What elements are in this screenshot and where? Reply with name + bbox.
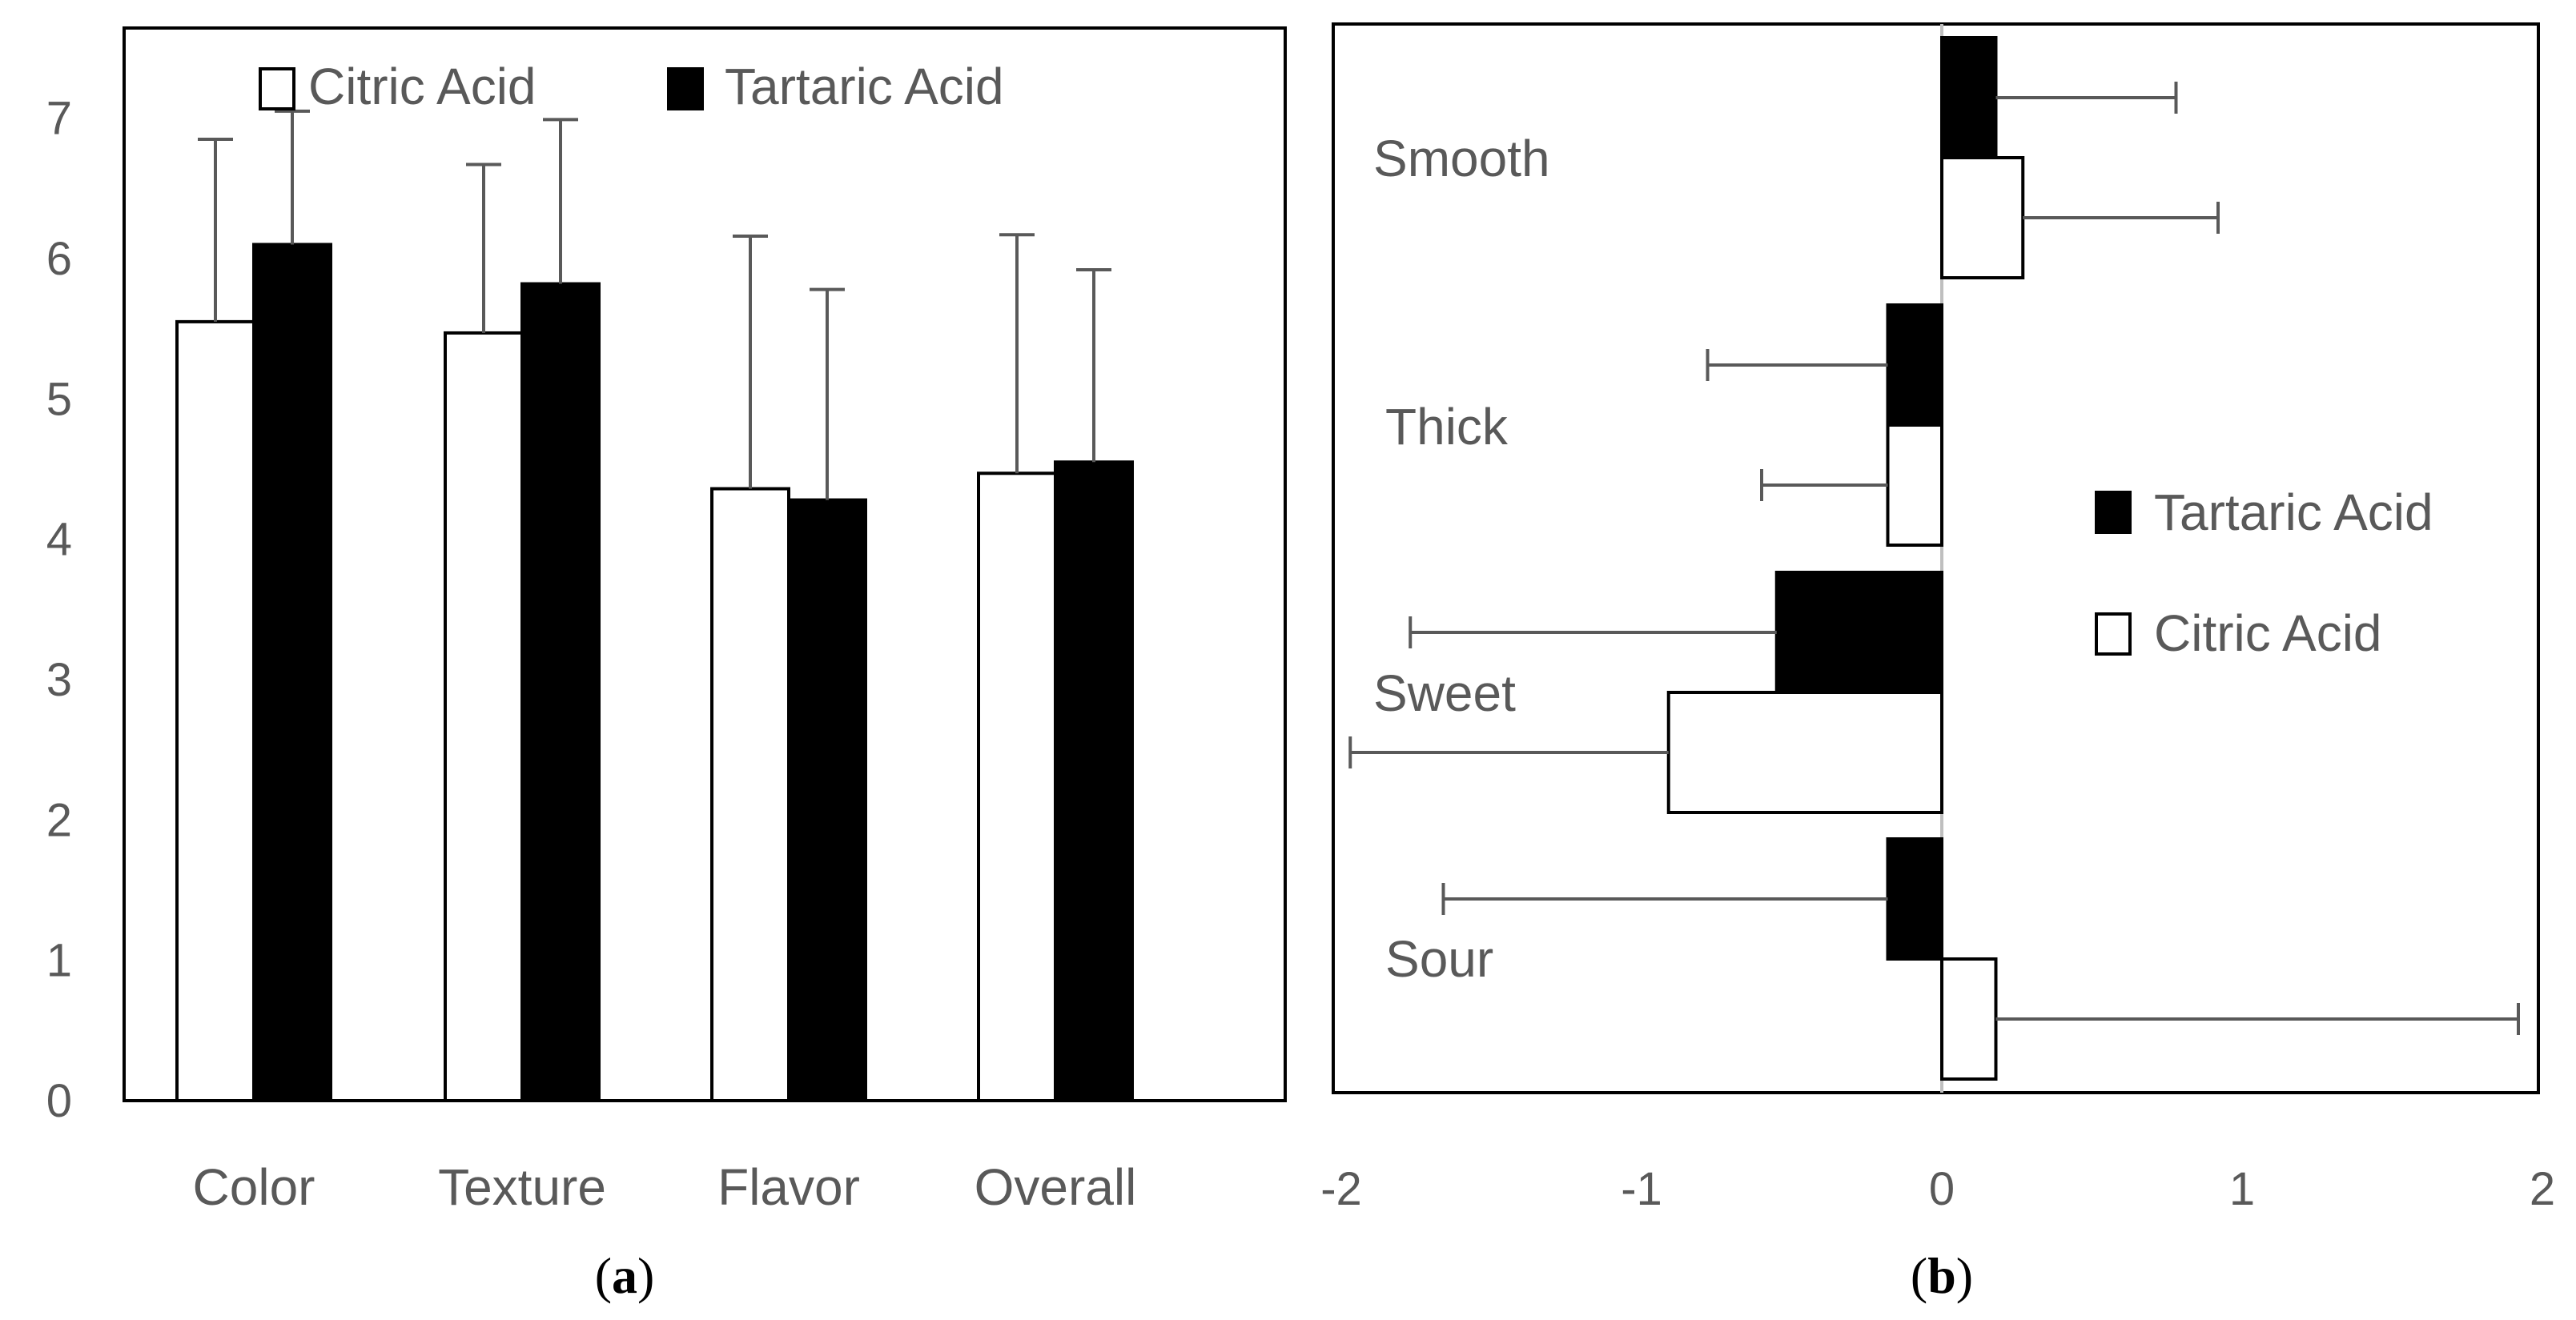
legend-swatch-citric-acid bbox=[259, 67, 295, 110]
legend-swatch-tartaric-acid-b bbox=[2095, 491, 2132, 534]
panel-b-bar-chart: -2 -1 0 1 2 Smooth Thick Sweet Sour Tartaric Ac… bbox=[1320, 22, 2555, 1304]
y-tick-label: 1 bbox=[46, 935, 72, 987]
legend-swatch-citric-acid-b bbox=[2095, 612, 2132, 656]
x-tick-label: 2 bbox=[2530, 1163, 2555, 1215]
bar-citric-acid-overall bbox=[977, 471, 1057, 1102]
panel-a-letter: a bbox=[612, 1247, 637, 1304]
panel-b-frame bbox=[1332, 22, 2540, 1094]
x-category-label: Color bbox=[193, 1158, 315, 1216]
legend-label-citric-acid-b: Citric Acid bbox=[2154, 604, 2382, 662]
legend-swatch-tartaric-acid bbox=[667, 67, 704, 110]
y-tick-label: 4 bbox=[46, 514, 72, 566]
y-category-label: Sour bbox=[1385, 930, 1493, 988]
bar-tartaric-acid-texture bbox=[520, 282, 601, 1102]
x-category-label: Texture bbox=[438, 1158, 606, 1216]
panel-b-label: (b) bbox=[1911, 1247, 1973, 1304]
panel-a-frame bbox=[123, 26, 1287, 1102]
legend-label-citric-acid: Citric Acid bbox=[308, 58, 536, 115]
panel-b-legend: Tartaric Acid Citric Acid bbox=[2095, 483, 2433, 662]
x-category-label: Flavor bbox=[717, 1158, 860, 1216]
panel-b-letter: b bbox=[1927, 1247, 1956, 1304]
hbar-tartaric-acid-smooth bbox=[1940, 36, 1998, 159]
hbar-tartaric-acid-sour bbox=[1886, 837, 1943, 961]
bar-tartaric-acid-color bbox=[252, 243, 332, 1102]
hbar-tartaric-acid-thick bbox=[1886, 303, 1943, 427]
y-category-label: Thick bbox=[1385, 398, 1509, 455]
bar-citric-acid-texture bbox=[444, 331, 524, 1102]
bar-citric-acid-flavor bbox=[710, 487, 790, 1102]
hbar-tartaric-acid-sweet bbox=[1774, 571, 1943, 694]
y-category-label: Smooth bbox=[1373, 130, 1550, 187]
x-tick-label: 1 bbox=[2229, 1163, 2255, 1215]
y-tick-label: 7 bbox=[46, 93, 72, 145]
panel-a-bar-chart: 0 1 2 3 4 5 6 7 Color Texture Flavor Overall Citri… bbox=[46, 26, 1287, 1304]
hbar-citric-acid-thick bbox=[1886, 423, 1943, 547]
x-tick-label: -2 bbox=[1320, 1163, 1362, 1215]
y-tick-label: 2 bbox=[46, 794, 72, 846]
hbar-citric-acid-sour bbox=[1940, 957, 1998, 1081]
y-tick-label: 6 bbox=[46, 233, 72, 285]
panel-a-legend: Citric Acid Tartaric Acid bbox=[259, 58, 1004, 115]
panel-a-label: (a) bbox=[595, 1247, 655, 1304]
y-tick-label: 5 bbox=[46, 373, 72, 425]
hbar-citric-acid-smooth bbox=[1940, 156, 2025, 279]
legend-label-tartaric-acid: Tartaric Acid bbox=[725, 58, 1004, 115]
x-tick-label: -1 bbox=[1621, 1163, 1662, 1215]
y-tick-label: 0 bbox=[46, 1075, 72, 1127]
x-tick-label: 0 bbox=[1929, 1163, 1955, 1215]
y-tick-label: 3 bbox=[46, 654, 72, 706]
x-category-label: Overall bbox=[975, 1158, 1137, 1216]
bar-citric-acid-color bbox=[175, 319, 255, 1102]
y-category-label: Sweet bbox=[1373, 664, 1516, 722]
legend-label-tartaric-acid-b: Tartaric Acid bbox=[2154, 483, 2433, 541]
bar-tartaric-acid-overall bbox=[1054, 460, 1134, 1102]
hbar-citric-acid-sweet bbox=[1666, 691, 1943, 814]
bar-tartaric-acid-flavor bbox=[787, 498, 867, 1102]
